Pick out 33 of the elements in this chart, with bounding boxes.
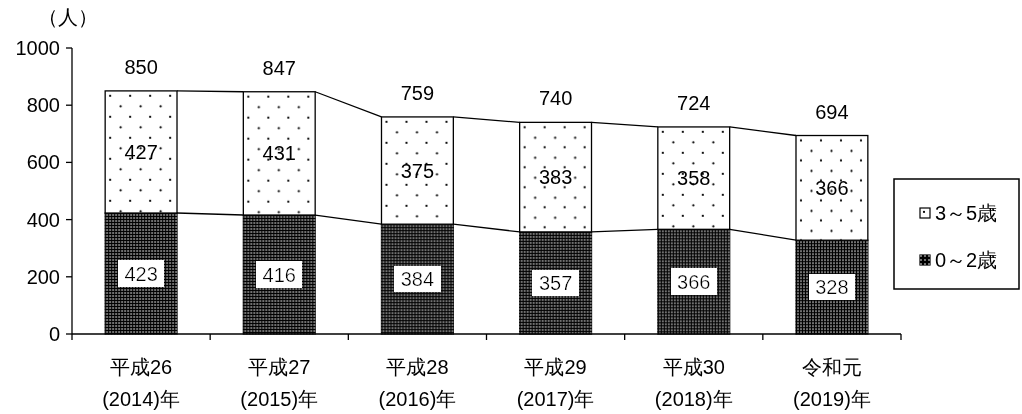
y-axis-title: （人） (38, 6, 98, 28)
total-label: 847 (262, 56, 296, 79)
total-label: 740 (538, 87, 573, 110)
data-label: 358 (677, 167, 711, 190)
data-label: 383 (538, 166, 573, 189)
y-tick-label: 0 (48, 323, 60, 345)
data-label: 366 (677, 270, 711, 293)
data-label: 427 (124, 140, 158, 163)
legend-label: 0～2歳 (935, 249, 998, 271)
data-label: 423 (124, 262, 158, 285)
total-label: 850 (124, 55, 158, 78)
x-tick-label: 平成30 (2018)年 (654, 356, 733, 410)
legend-label: 3～5歳 (935, 202, 998, 224)
data-label: 328 (815, 276, 849, 299)
data-label: 375 (400, 159, 435, 182)
y-tick-label: 400 (26, 208, 60, 231)
data-label: 431 (262, 142, 296, 165)
total-label: 759 (400, 81, 435, 104)
y-tick-label: 1000 (15, 37, 60, 59)
data-label: 357 (538, 271, 573, 294)
y-tick-label: 600 (26, 151, 60, 174)
x-tick-label: 令和元 (2019)年 (793, 356, 871, 410)
x-tick-label: 平成29 (2017)年 (516, 356, 595, 410)
total-label: 724 (677, 91, 711, 114)
data-label: 366 (815, 176, 849, 199)
x-tick-label: 平成27 (2015)年 (240, 356, 319, 410)
data-label: 384 (400, 268, 435, 291)
x-tick-label: 平成28 (2016)年 (378, 356, 457, 410)
y-tick-label: 200 (26, 265, 60, 288)
x-tick-label: 平成26 (2014)年 (102, 356, 180, 410)
y-tick-label: 800 (26, 94, 60, 117)
total-label: 694 (815, 100, 849, 123)
data-label: 416 (262, 263, 296, 286)
